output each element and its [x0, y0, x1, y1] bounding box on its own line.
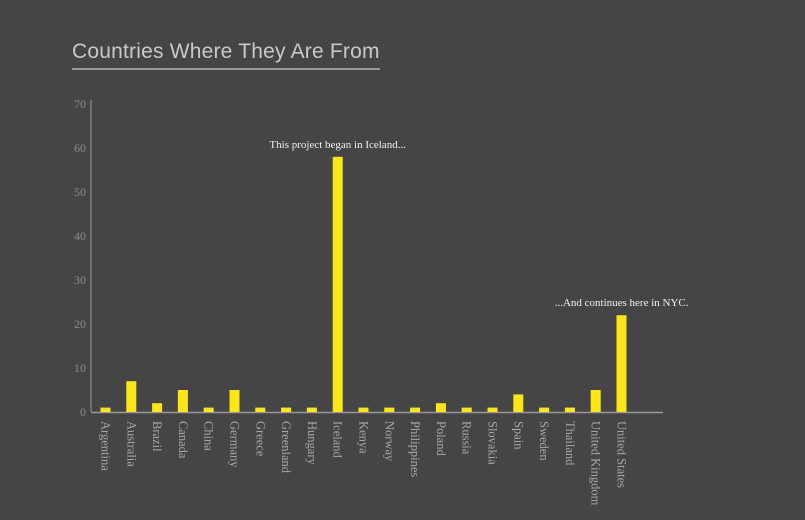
y-tick-label: 30 — [74, 273, 86, 287]
x-category-label: Argentina — [99, 421, 113, 471]
bar-china — [203, 407, 214, 412]
x-category-label: Australia — [124, 421, 138, 467]
bar-iceland — [332, 156, 343, 412]
bar-poland — [435, 403, 446, 412]
bar-russia — [461, 407, 472, 412]
x-category-label: Iceland — [331, 421, 345, 459]
bar-hungary — [306, 407, 317, 412]
x-category-label: Greece — [253, 421, 267, 457]
chart-title: Countries Where They Are From — [72, 40, 380, 70]
x-category-label: Greenland — [279, 421, 293, 474]
x-category-label: Germany — [228, 421, 242, 468]
x-category-label: Kenya — [357, 421, 371, 454]
x-category-label: China — [202, 421, 216, 451]
bar-united-states — [616, 315, 627, 412]
y-tick-label: 50 — [74, 185, 86, 199]
x-category-label: Norway — [382, 421, 396, 462]
bar-slovakia — [487, 407, 498, 412]
x-category-label: Poland — [434, 421, 448, 456]
bar-germany — [229, 390, 240, 412]
x-category-label: Slovakia — [486, 421, 500, 465]
x-category-label: United States — [615, 421, 629, 488]
x-category-label: Russia — [460, 421, 474, 455]
bar-thailand — [564, 407, 575, 412]
x-category-label: Sweden — [537, 421, 551, 461]
x-category-label: Thailand — [563, 421, 577, 466]
bar-greenland — [281, 407, 292, 412]
bar-greece — [255, 407, 266, 412]
bar-philippines — [410, 407, 421, 412]
annotation-united-states: ...And continues here in NYC. — [555, 297, 689, 309]
y-tick-label: 70 — [74, 97, 86, 111]
bar-sweden — [539, 407, 550, 412]
bar-kenya — [358, 407, 369, 412]
y-tick-label: 0 — [80, 405, 86, 419]
bar-spain — [513, 394, 524, 412]
bar-united-kingdom — [590, 390, 601, 412]
bar-canada — [177, 390, 188, 412]
bar-norway — [384, 407, 395, 412]
x-category-label: Canada — [176, 421, 190, 459]
bar-brazil — [152, 403, 163, 412]
annotation-iceland: This project began in Iceland... — [269, 139, 406, 151]
y-tick-label: 60 — [74, 141, 86, 155]
x-category-label: Brazil — [150, 421, 164, 452]
x-category-label: Philippines — [408, 421, 422, 477]
bar-argentina — [100, 407, 111, 412]
x-category-label: United Kingdom — [589, 421, 603, 506]
x-category-label: Spain — [511, 421, 525, 450]
y-tick-label: 40 — [74, 229, 86, 243]
y-tick-label: 20 — [74, 317, 86, 331]
bar-australia — [126, 381, 137, 412]
y-tick-label: 10 — [74, 361, 86, 375]
x-category-label: Hungary — [305, 421, 319, 465]
